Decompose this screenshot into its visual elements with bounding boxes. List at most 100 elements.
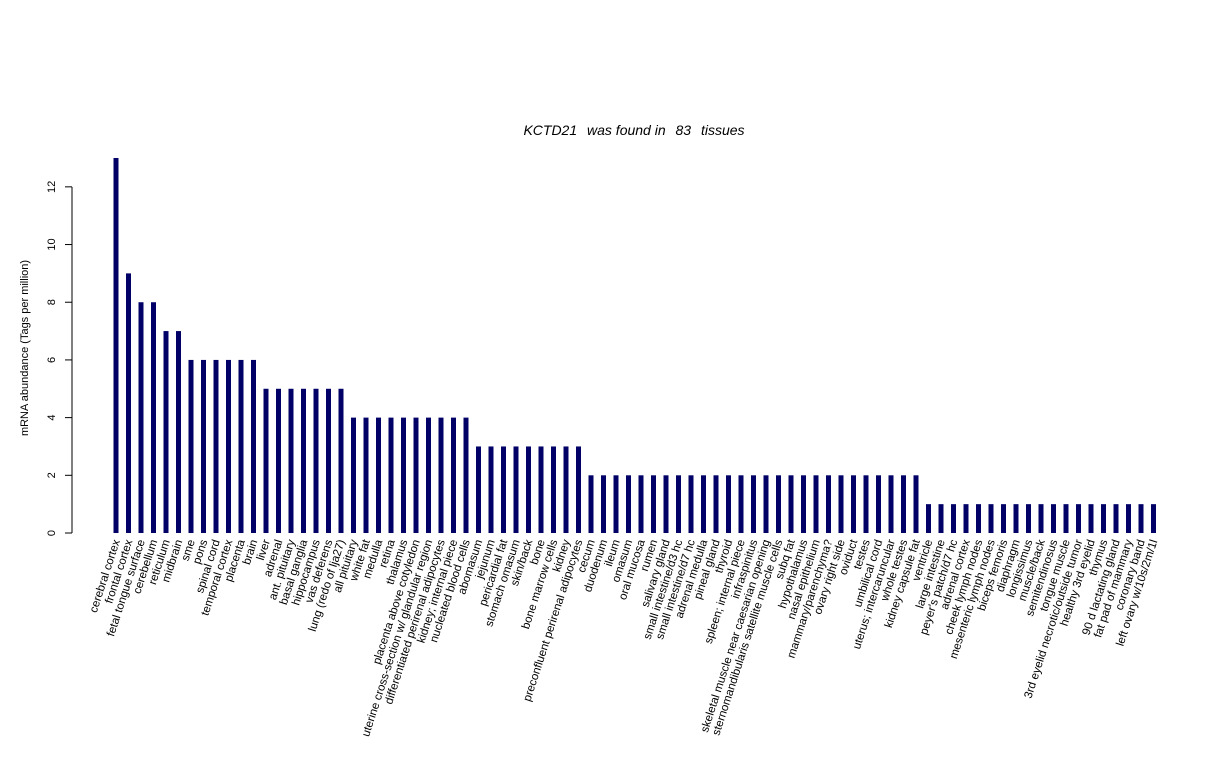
- bar: [288, 388, 294, 533]
- bar: [401, 417, 406, 533]
- y-tick-label: 12: [46, 181, 58, 193]
- bar: [613, 475, 619, 533]
- bar: [651, 475, 656, 533]
- bar: [751, 475, 756, 533]
- bar: [476, 446, 481, 533]
- bar: [1076, 504, 1081, 533]
- bar: [451, 417, 456, 533]
- bar: [1063, 504, 1069, 533]
- y-tick-label: 2: [46, 472, 58, 478]
- bar: [426, 417, 431, 533]
- y-tick-label: 8: [46, 299, 58, 305]
- bar: [626, 475, 631, 533]
- bar: [638, 475, 644, 533]
- bar: [1088, 504, 1094, 533]
- bar: [1001, 504, 1006, 533]
- bar: [263, 388, 269, 533]
- bar: [138, 302, 144, 533]
- bar: [888, 475, 894, 533]
- bar: [163, 331, 169, 533]
- bar: [251, 359, 256, 533]
- bar: [701, 475, 706, 533]
- bar: [188, 359, 194, 533]
- bar: [176, 331, 181, 533]
- bar: [301, 388, 306, 533]
- y-tick-label: 10: [46, 238, 58, 250]
- bar: [513, 446, 519, 533]
- bar: [763, 475, 769, 533]
- bar: [1138, 504, 1144, 533]
- bar: [813, 475, 819, 533]
- title-tissues: tissues: [701, 122, 745, 138]
- bar: [851, 475, 856, 533]
- bar: [1051, 504, 1056, 533]
- bar: [1151, 504, 1156, 533]
- bar: [326, 388, 331, 533]
- bar: [276, 388, 281, 533]
- y-tick-label: 4: [46, 415, 58, 421]
- bar: [338, 388, 344, 533]
- bar: [951, 504, 956, 533]
- bar: [538, 446, 544, 533]
- bar: [776, 475, 781, 533]
- bar: [576, 446, 581, 533]
- bar: [388, 417, 394, 533]
- bar: [526, 446, 531, 533]
- bar: [563, 446, 569, 533]
- bar: [688, 475, 694, 533]
- bar: [988, 504, 994, 533]
- title-was-found-in: was found in: [587, 122, 666, 138]
- bar: [413, 417, 419, 533]
- bar: [201, 359, 206, 533]
- bar: [801, 475, 806, 533]
- bar: [863, 475, 869, 533]
- chart-title: KCTD21 was found in 83 tissues: [523, 122, 744, 138]
- bars-group: [113, 158, 1156, 533]
- bar: [1101, 504, 1106, 533]
- bar: [363, 417, 369, 533]
- bar: [551, 446, 556, 533]
- bar: [738, 475, 744, 533]
- bar: [826, 475, 831, 533]
- bar: [1113, 504, 1119, 533]
- title-gene: KCTD21: [523, 122, 577, 138]
- bar: [976, 504, 981, 533]
- bar: [151, 302, 156, 533]
- bar: [963, 504, 969, 533]
- bar: [926, 504, 931, 533]
- bar: [588, 475, 594, 533]
- bar: [713, 475, 719, 533]
- bar: [501, 446, 506, 533]
- bar: [351, 417, 356, 533]
- y-tick-label: 0: [46, 530, 58, 536]
- bar: [238, 359, 244, 533]
- bar: [663, 475, 669, 533]
- bar: [1013, 504, 1019, 533]
- title-count: 83: [676, 122, 692, 138]
- bar: [838, 475, 844, 533]
- y-axis: 0 2 4 6 8 10 12: [46, 181, 73, 536]
- bar: [463, 417, 469, 533]
- bar: [226, 359, 231, 533]
- bar: [126, 273, 131, 533]
- y-axis-label: mRNA abundance (Tags per million): [19, 260, 31, 436]
- bar: [901, 475, 906, 533]
- bar: [213, 359, 219, 533]
- bar: [788, 475, 794, 533]
- bar: [938, 504, 944, 533]
- bar: [676, 475, 681, 533]
- bar: [876, 475, 881, 533]
- bar: [1126, 504, 1131, 533]
- bar: [1038, 504, 1044, 533]
- bar: [438, 417, 444, 533]
- bar: [913, 475, 919, 533]
- bar: [601, 475, 606, 533]
- bar: [113, 158, 119, 533]
- bar: [488, 446, 494, 533]
- bar: [1026, 504, 1031, 533]
- bar: [313, 388, 319, 533]
- bar: [726, 475, 731, 533]
- bar: [376, 417, 381, 533]
